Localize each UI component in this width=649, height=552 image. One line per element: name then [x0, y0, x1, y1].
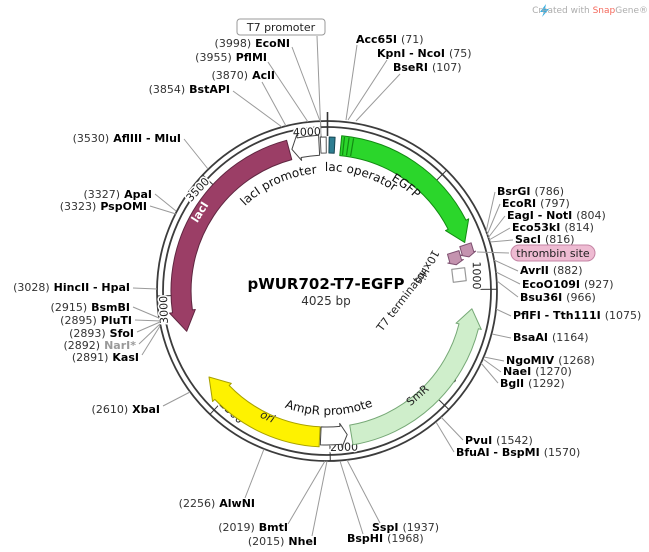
site-label-apai[interactable]: (3327) ApaI	[84, 188, 152, 201]
snapgene-logo-icon	[540, 4, 549, 17]
site-label-nhei[interactable]: (2015) NheI	[248, 535, 317, 548]
site-label-eagi-noti[interactable]: EagI - NotI (804)	[507, 209, 606, 222]
site-label-pluti[interactable]: (2895) PluTI	[60, 314, 132, 327]
thrombin-site-label: thrombin site	[516, 247, 590, 260]
feature-10xhis-arrow[interactable]	[447, 250, 464, 266]
site-label-bsaai[interactable]: BsaAI (1164)	[513, 331, 589, 344]
plasmid-size: 4025 bp	[301, 294, 351, 308]
feature-ampr-promoter[interactable]	[319, 422, 348, 448]
site-label-kasi[interactable]: (2891) KasI	[72, 351, 139, 364]
feature-smr-cds[interactable]	[349, 308, 482, 446]
site-label-bfuai-bspmi[interactable]: BfuAI - BspMI (1570)	[456, 446, 580, 459]
site-label-pvui[interactable]: PvuI (1542)	[465, 434, 533, 447]
site-label-eco53ki[interactable]: Eco53kI (814)	[512, 221, 594, 234]
ori-label: ori	[258, 408, 276, 426]
site-label-pflfi-tth111i[interactable]: PflFI - Tth111I (1075)	[513, 309, 641, 322]
egfp-truncated-tail-hatch	[341, 136, 355, 157]
feature-t7-terminator-marker[interactable]	[451, 267, 467, 283]
site-label-kpni-ncoi[interactable]: KpnI - NcoI (75)	[377, 47, 472, 60]
site-label-saci[interactable]: SacI (816)	[515, 233, 575, 246]
watermark-text: Created with SnapGene®	[532, 6, 648, 16]
feature-egfp-cds[interactable]	[339, 135, 470, 243]
site-label-afliii-mlui[interactable]: (3530) AflIII - MluI	[73, 132, 181, 145]
site-label-naei[interactable]: NaeI (1270)	[503, 365, 572, 378]
tick-label-3000: 3000	[157, 296, 171, 324]
tick-label-1000: 1000	[470, 261, 483, 289]
site-label-bmti[interactable]: (2019) BmtI	[218, 521, 288, 534]
thrombin-site-callout[interactable]: thrombin site	[510, 244, 596, 262]
site-label-acli[interactable]: (3870) AclI	[212, 69, 275, 82]
site-label-ecoo109i[interactable]: EcoO109I (927)	[522, 278, 614, 291]
site-label-sfoi[interactable]: (2893) SfoI	[69, 327, 134, 340]
feature-laci-cds[interactable]	[169, 139, 293, 332]
feature-ori[interactable]	[208, 376, 321, 448]
site-label-bgli[interactable]: BglI (1292)	[500, 377, 565, 390]
site-label-pspomi[interactable]: (3323) PspOMI	[60, 200, 147, 213]
feature-t7-promoter-box[interactable]	[319, 136, 327, 154]
feature-thrombin-arrow[interactable]	[459, 242, 477, 258]
site-label-econi[interactable]: (3998) EcoNI	[215, 37, 290, 50]
site-label-bseri[interactable]: BseRI (107)	[393, 61, 462, 74]
snapgene-watermark: Created with SnapGene®	[532, 4, 648, 17]
site-label-bsphi[interactable]: BspHI (1968)	[347, 532, 424, 545]
site-label-pflmi[interactable]: (3955) PflMI	[195, 51, 267, 64]
feature-laci-promoter[interactable]	[291, 134, 321, 161]
restriction-sites-left: (3998) EcoNI (3955) PflMI (3870) AclI (3854…	[13, 37, 317, 548]
site-label-ecori[interactable]: EcoRI (797)	[502, 197, 570, 210]
plasmid-name: pWUR702-T7-EGFP	[247, 275, 404, 293]
site-label-bsmbi[interactable]: (2915) BsmBI	[51, 301, 130, 314]
feature-lac-operator-box[interactable]	[328, 136, 336, 154]
site-label-avrii[interactable]: AvrII (882)	[520, 264, 583, 277]
site-label-ngomiv[interactable]: NgoMIV (1268)	[506, 354, 595, 367]
10xhis-label: 10xHis	[412, 248, 442, 287]
site-label-bsu36i[interactable]: Bsu36I (966)	[520, 291, 596, 304]
site-label-bsrgi[interactable]: BsrGI (786)	[497, 185, 564, 198]
site-label-sspi[interactable]: SspI (1937)	[372, 521, 439, 534]
leader-lines	[132, 35, 521, 537]
t7-promoter-label: T7 promoter	[246, 21, 316, 34]
t7-promoter-callout[interactable]: T7 promoter	[236, 18, 326, 36]
site-label-alwni[interactable]: (2256) AlwNI	[179, 497, 255, 510]
site-label-xbai[interactable]: (2610) XbaI	[92, 403, 160, 416]
site-label-bstapi[interactable]: (3854) BstAPI	[149, 83, 230, 96]
site-label-nari[interactable]: (2892) NarI*	[64, 339, 137, 352]
site-label-hincii-hpai[interactable]: (3028) HincII - HpaI	[13, 281, 130, 294]
site-label-acc65i[interactable]: Acc65I (71)	[356, 33, 424, 46]
restriction-sites-right: Acc65I (71) KpnI - NcoI (75) BseRI (107) Bs…	[347, 33, 641, 545]
